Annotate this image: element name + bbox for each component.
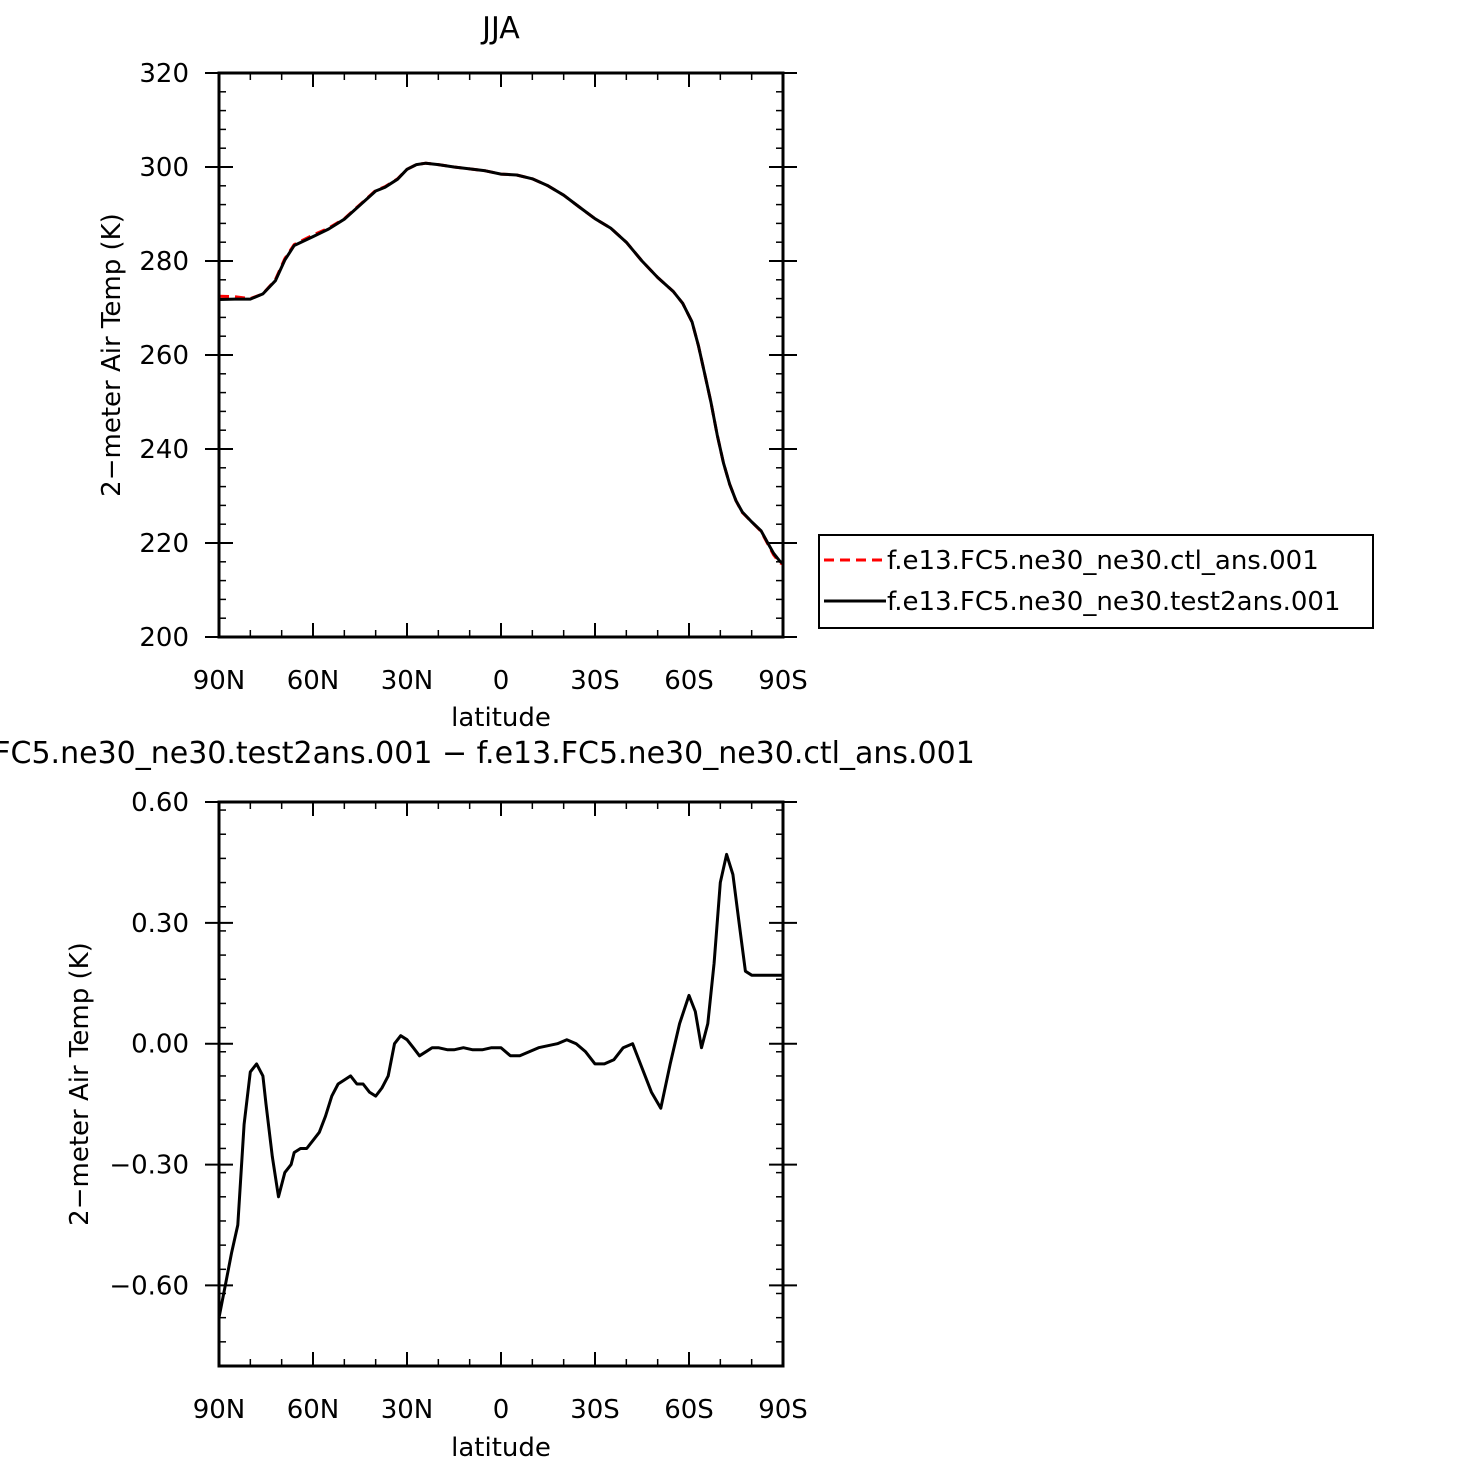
x-tick-label: 30N [381,1395,434,1425]
y-axis-label: 2−meter Air Temp (K) [65,942,95,1226]
series-line-0 [217,852,783,1318]
chart-title: JJA [480,11,520,46]
plot-frame [217,800,785,1368]
legend-label-ctl: f.e13.FC5.ne30_ne30.ctl_ans.001 [887,546,1319,576]
series-lines [218,161,784,566]
x-tick-label: 30S [570,666,620,696]
x-tick-label: 30S [570,1395,620,1425]
x-tick-label: 60N [287,666,340,696]
ticks: 90N 60N 30N 0 30S 60S 90S 0.60 0.30 0.00 −0.30 −0.6… [109,788,807,1425]
y-tick-label: 260 [139,341,189,371]
series-line-0 [218,161,784,566]
y-tick-label: 220 [139,529,189,559]
x-tick-label: 30N [381,666,434,696]
series-line-1 [218,161,784,565]
legend: f.e13.FC5.ne30_ne30.ctl_ans.001 f.e13.FC… [818,534,1374,629]
x-tick-label: 0 [493,666,510,696]
y-tick-label: −0.30 [109,1151,189,1181]
chart-title: f.e13.FC5.ne30_ne30.test2ans.001 − f.e13… [0,736,975,771]
y-tick-label: 0.00 [131,1030,189,1060]
x-tick-label: 60N [287,1395,340,1425]
x-tick-label: 0 [493,1395,510,1425]
y-tick-label: −0.60 [109,1271,189,1301]
y-tick-label: 0.60 [131,788,189,818]
x-tick-label: 90S [758,666,808,696]
x-tick-label: 60S [664,1395,714,1425]
difference-panel: f.e13.FC5.ne30_ne30.test2ans.001 − f.e13… [0,736,975,1463]
y-tick-label: 280 [139,247,189,277]
x-tick-label: 90N [193,666,246,696]
x-tick-label: 60S [664,666,714,696]
y-tick-label: 300 [139,153,189,183]
series-lines [217,852,783,1318]
temperature-panel: JJA 2−meter Air Temp (K) latitude 90N 60N… [97,11,808,733]
y-axis-label: 2−meter Air Temp (K) [97,213,127,497]
legend-label-test: f.e13.FC5.ne30_ne30.test2ans.001 [887,587,1341,617]
x-tick-label: 90S [758,1395,808,1425]
x-axis-label: latitude [451,703,551,733]
plot-frame [217,71,785,639]
ticks: 90N 60N 30N 0 30S 60S 90S 200 220 240 260 280 300 320 [139,59,807,696]
y-tick-label: 200 [139,623,189,653]
y-tick-label: 320 [139,59,189,89]
y-tick-label: 240 [139,435,189,465]
x-tick-label: 90N [193,1395,246,1425]
legend-box [818,534,1374,629]
y-tick-label: 0.30 [131,909,189,939]
x-axis-label: latitude [451,1433,551,1463]
